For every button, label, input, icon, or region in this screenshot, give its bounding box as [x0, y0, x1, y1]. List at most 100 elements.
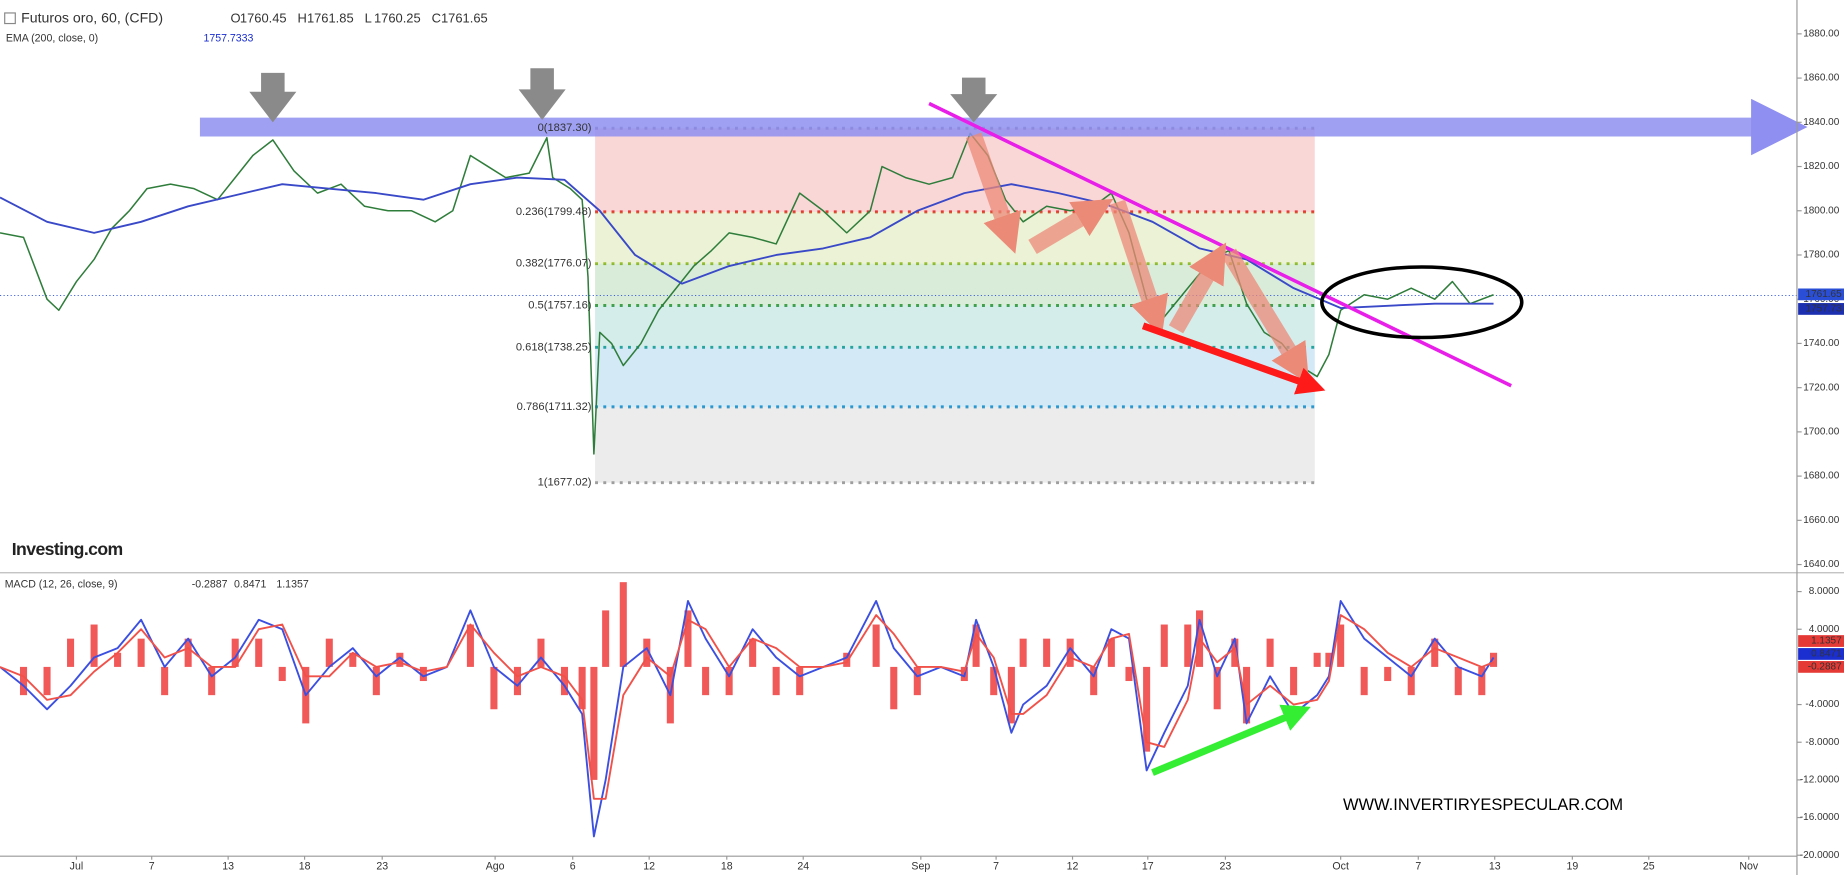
x-tick-label: 23: [1220, 861, 1232, 873]
website-watermark: WWW.INVERTIRYESPECULAR.COM: [1343, 796, 1623, 814]
histogram-bar: [1107, 638, 1115, 667]
x-tick-label: Jul: [70, 861, 84, 873]
x-tick-label: 18: [299, 861, 311, 873]
x-tick-label: 12: [1067, 861, 1079, 873]
y-tick-label: -20.0000: [1800, 850, 1840, 861]
histogram-bar: [231, 638, 239, 667]
histogram-bar: [490, 666, 498, 710]
histogram-bar: [1213, 666, 1221, 710]
histogram-bar: [1384, 666, 1392, 682]
indicator-name: EMA (200, close, 0): [6, 33, 98, 45]
y-tick-label: 1860.00: [1803, 73, 1840, 84]
y-tick-label: 1680.00: [1803, 471, 1840, 482]
histogram-bar: [1160, 624, 1168, 667]
watermark: Investing.com: [12, 539, 123, 559]
histogram-bar: [396, 652, 404, 667]
histogram-bar: [1243, 666, 1251, 724]
price-tag-label: 1757.73: [1806, 304, 1843, 315]
histogram-bar: [1454, 666, 1462, 696]
histogram-bar: [43, 666, 51, 696]
histogram-bar: [19, 666, 28, 696]
fib-label: 1(1677.02): [538, 477, 592, 489]
histogram-bar: [1043, 638, 1051, 667]
zigzag-arrow: [1028, 198, 1114, 255]
y-tick-label: 1800.00: [1803, 205, 1840, 216]
series-line: [0, 614, 1494, 800]
y-tick-label: 1840.00: [1803, 117, 1840, 128]
zigzag-arrow: [1109, 199, 1169, 337]
x-tick-label: 13: [1489, 861, 1501, 873]
histogram-bar: [619, 582, 627, 667]
histogram-bar: [1431, 638, 1439, 667]
x-tick-label: 13: [222, 861, 234, 873]
histogram-bar: [602, 610, 610, 667]
y-tick-label: 1820.00: [1803, 161, 1840, 172]
y-tick-label: 8.0000: [1809, 586, 1840, 597]
price-tag: [1798, 635, 1844, 647]
fib-label: 0.5(1757.16): [528, 299, 592, 311]
indicator-value: 1757.7333: [203, 33, 253, 45]
x-tick-label: 23: [376, 861, 388, 873]
x-tick-label: 24: [797, 861, 809, 873]
y-tick-label: -16.0000: [1800, 812, 1840, 823]
zigzag-arrow: [1221, 248, 1310, 384]
y-tick-label: -8.0000: [1805, 737, 1839, 748]
fib-label: 0(1837.30): [538, 122, 592, 134]
histogram-bar: [1266, 638, 1274, 667]
price-tag-label: 1761.65: [1806, 289, 1843, 300]
collapse-icon[interactable]: [4, 12, 16, 25]
price-tag-label: 0.8471: [1811, 649, 1842, 660]
histogram-bar: [1490, 652, 1498, 667]
histogram-bar: [1090, 666, 1098, 696]
ohlc-value: 1761.65: [441, 10, 488, 25]
x-tick-label: Nov: [1739, 861, 1759, 873]
ohlc-label: L: [365, 10, 372, 25]
histogram-bar: [972, 624, 980, 667]
macd-legend-value: 1.1357: [276, 578, 308, 590]
histogram-bar: [513, 666, 521, 696]
chart-title: Futuros oro, 60, (CFD): [21, 10, 163, 26]
ohlc-label: C: [432, 10, 441, 25]
price-tag-label: 1.1357: [1811, 636, 1842, 647]
histogram-bar: [1125, 666, 1133, 682]
histogram-bar: [278, 666, 286, 682]
ohlc-label: O: [231, 10, 241, 25]
histogram-bar: [578, 666, 586, 710]
x-tick-label: 18: [721, 861, 733, 873]
histogram-bar: [1407, 666, 1415, 696]
histogram-bar: [137, 638, 145, 667]
histogram-bar: [208, 666, 216, 696]
histogram-bar: [1313, 652, 1321, 667]
histogram-bar: [1231, 638, 1239, 667]
histogram-bar: [913, 666, 921, 696]
divergence-arrow: [1141, 322, 1326, 395]
histogram-bar: [1360, 666, 1368, 696]
price-tag: [1798, 648, 1844, 660]
histogram-bar: [843, 652, 851, 667]
fib-label: 0.786(1711.32): [517, 401, 592, 413]
histogram-bar: [1184, 624, 1192, 667]
ohlc-value: 1760.25: [374, 10, 421, 25]
series-line: [0, 132, 1494, 455]
histogram-bar: [684, 610, 692, 667]
y-tick-label: 4.0000: [1809, 624, 1840, 635]
histogram-bar: [796, 666, 804, 696]
price-tag: [1798, 288, 1844, 301]
x-tick-label: Sep: [911, 861, 930, 873]
histogram-bar: [372, 666, 380, 696]
histogram-bar: [643, 638, 651, 667]
x-tick-label: 7: [993, 861, 999, 873]
fib-zone: [595, 406, 1315, 483]
price-tag-label: -0.2887: [1808, 662, 1842, 673]
zigzag-arrow: [1168, 242, 1227, 334]
ohlc-value: 1761.85: [307, 10, 354, 25]
histogram-bar: [325, 638, 333, 667]
x-tick-label: 12: [643, 861, 655, 873]
x-tick-label: 17: [1142, 861, 1154, 873]
price-tag: [1798, 661, 1844, 673]
macd-title: MACD (12, 26, close, 9): [5, 578, 118, 590]
